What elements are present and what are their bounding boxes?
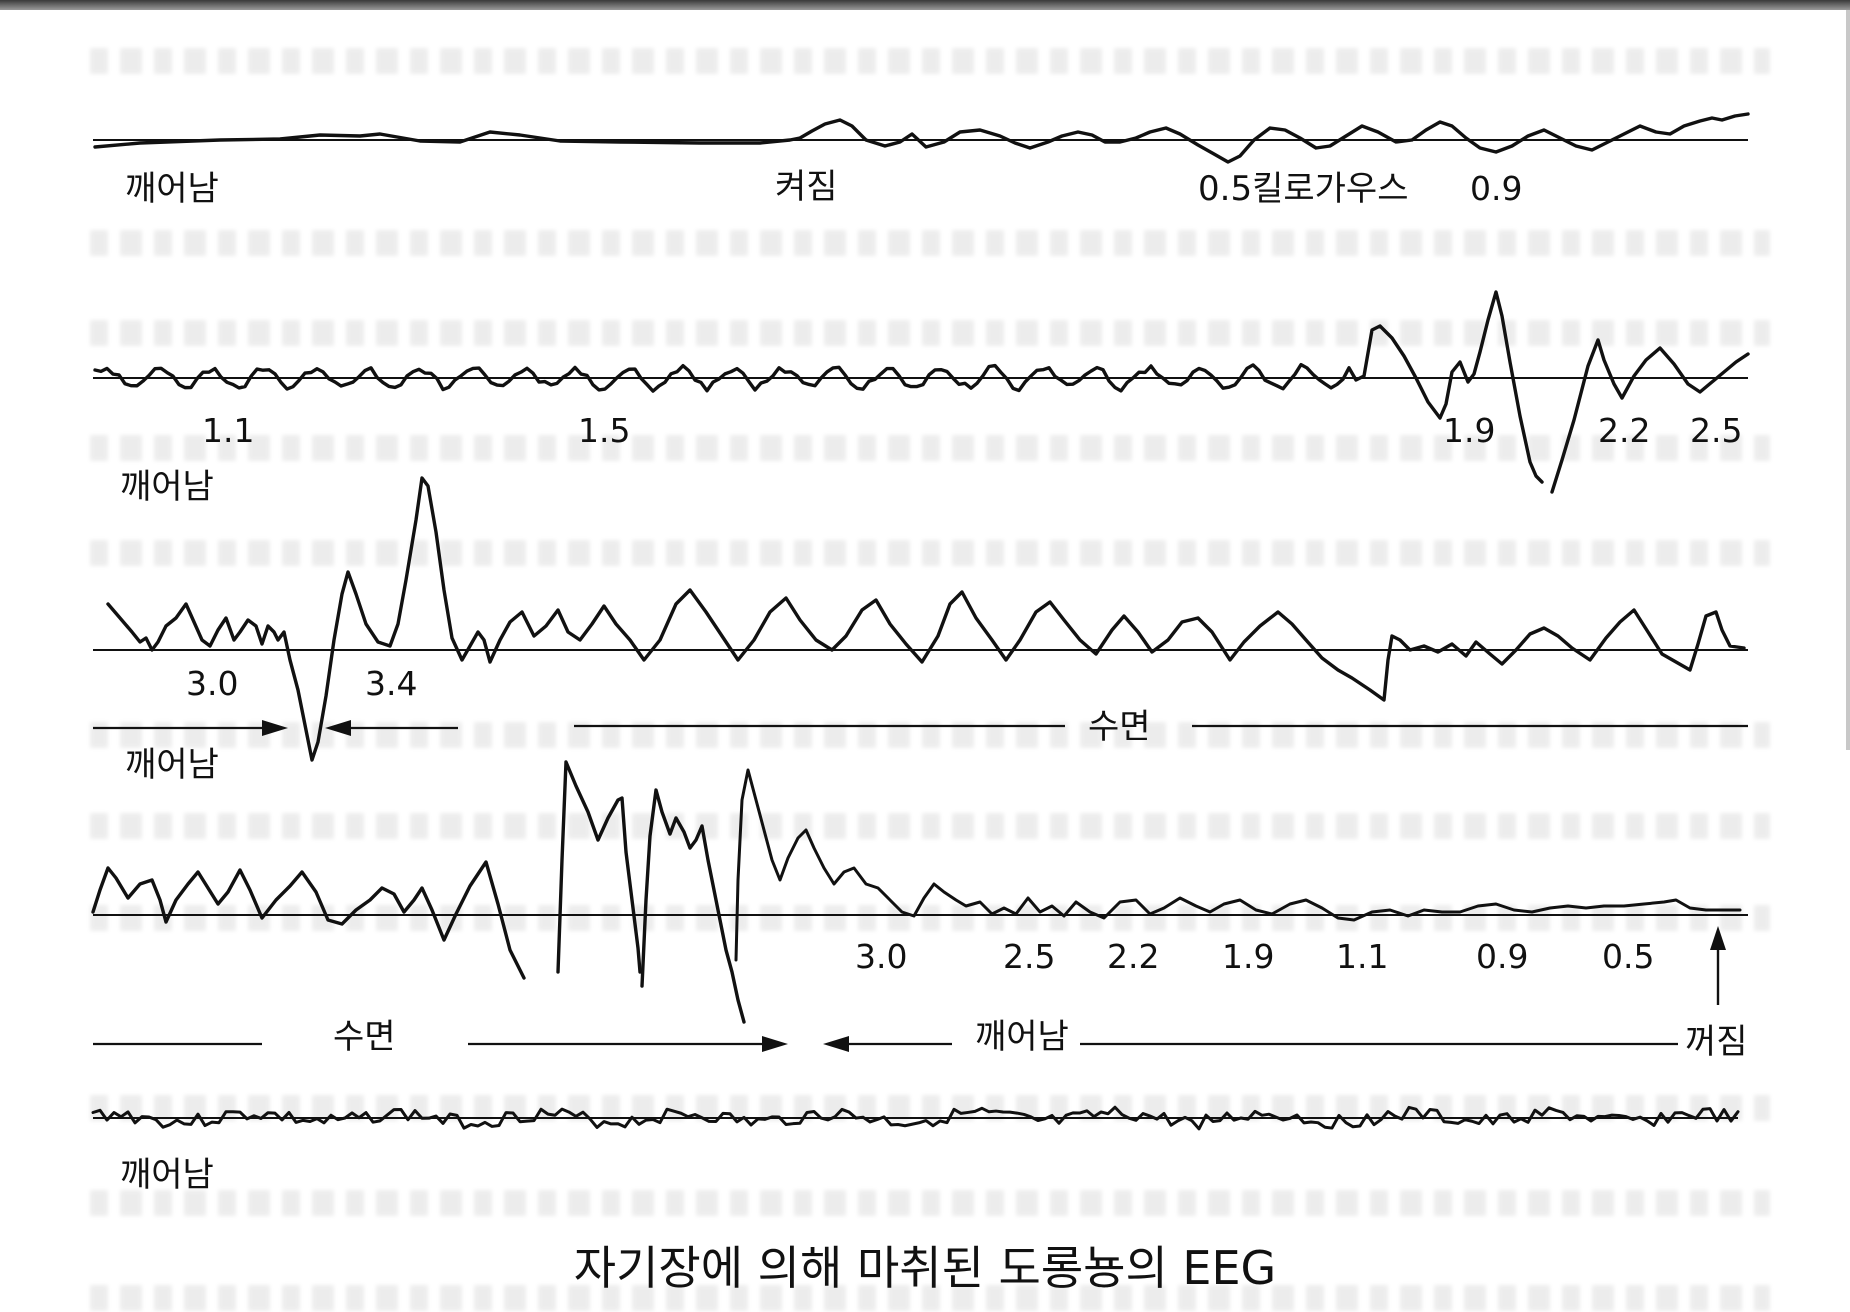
trace4-value-2-5: 2.5 <box>1003 937 1056 976</box>
trace4-eeg-d <box>734 768 1742 962</box>
trace3-value-3-4: 3.4 <box>365 664 418 703</box>
trace2-value-2-2: 2.2 <box>1598 411 1651 450</box>
trace3-sleep-label: 수면 <box>1088 707 1151 747</box>
trace5-awake-label: 깨어남 <box>120 1155 214 1195</box>
trace2-value-1-1: 1.1 <box>202 411 255 450</box>
trace4-value-0-5: 0.5 <box>1602 937 1655 976</box>
trace4-value-1-1: 1.1 <box>1336 937 1389 976</box>
page-right-edge <box>1846 10 1850 750</box>
trace4-awake-label: 깨어남 <box>975 1017 1069 1057</box>
trace4-eeg-b <box>556 760 642 974</box>
trace4-off-label: 꺼짐 <box>1685 1022 1748 1062</box>
trace3-eeg <box>106 476 1746 762</box>
trace1-field-value: 0.9 <box>1470 169 1523 208</box>
trace4-value-0-9: 0.9 <box>1476 937 1529 976</box>
trace1-awake-label: 깨어남 <box>125 169 219 209</box>
trace2-eeg-tail <box>1550 338 1750 494</box>
trace2-value-1-9: 1.9 <box>1443 411 1496 450</box>
trace4-eeg-c <box>640 788 746 1024</box>
trace4-sleep-label: 수면 <box>333 1017 396 1057</box>
trace3-arrow-left-head <box>325 720 351 736</box>
trace3-arrow-right-head <box>262 720 288 736</box>
trace4-value-1-9: 1.9 <box>1222 937 1275 976</box>
trace2-awake-label: 깨어남 <box>120 467 214 507</box>
trace1-on-label: 켜짐 <box>775 167 838 207</box>
trace4-off-arrow-head <box>1710 926 1726 950</box>
trace1-field-label: 0.5킬로가우스 <box>1198 169 1409 209</box>
figure-caption: 자기장에 의해 마취된 도롱뇽의 EEG <box>573 1241 1277 1295</box>
page-top-edge <box>0 0 1850 10</box>
trace4-value-2-2: 2.2 <box>1107 937 1160 976</box>
trace3-awake-label: 깨어남 <box>125 745 219 785</box>
trace3-value-3-0: 3.0 <box>186 664 239 703</box>
trace4-value-3-0: 3.0 <box>855 937 908 976</box>
trace1-eeg <box>93 112 1750 164</box>
trace4-eeg-a <box>91 860 526 980</box>
trace2-value-2-5: 2.5 <box>1690 411 1743 450</box>
trace4-arrow-right-head <box>762 1036 788 1052</box>
trace4-arrow-left-head <box>823 1036 849 1052</box>
trace2-value-1-5: 1.5 <box>578 411 631 450</box>
trace2-eeg <box>93 290 1544 484</box>
trace5-eeg <box>91 1105 1740 1131</box>
